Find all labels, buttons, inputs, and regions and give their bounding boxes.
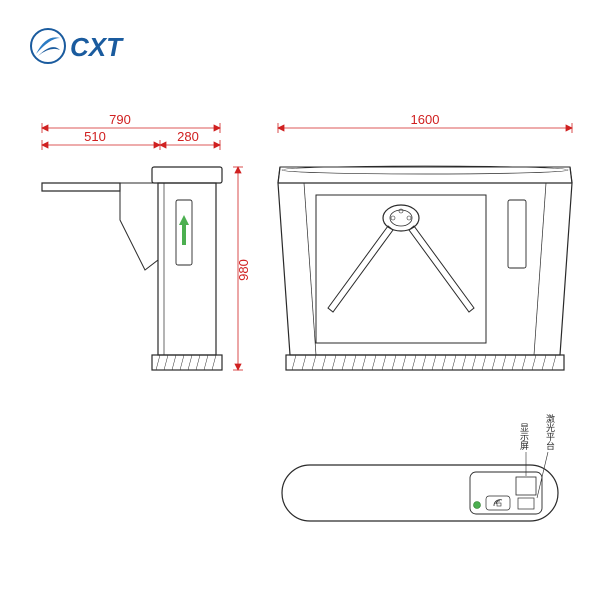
- label-display: 显示屏: [519, 423, 529, 451]
- dim-980: 980: [236, 259, 251, 281]
- dim-1600: 1600: [411, 112, 440, 127]
- logo-text: CXT: [70, 32, 124, 62]
- dim-790: 790: [109, 112, 131, 127]
- front-view-dimensions: 1600: [278, 112, 572, 133]
- top-view: [282, 452, 558, 521]
- logo: CXT: [31, 29, 124, 63]
- side-view: [42, 167, 222, 370]
- dim-280: 280: [177, 129, 199, 144]
- dim-510: 510: [84, 129, 106, 144]
- front-view: [278, 166, 572, 370]
- technical-drawing: CXT 790 510 280 980: [0, 0, 600, 600]
- side-view-dimensions: 790 510 280 980: [42, 112, 251, 370]
- label-laser: 激光平台: [545, 413, 555, 451]
